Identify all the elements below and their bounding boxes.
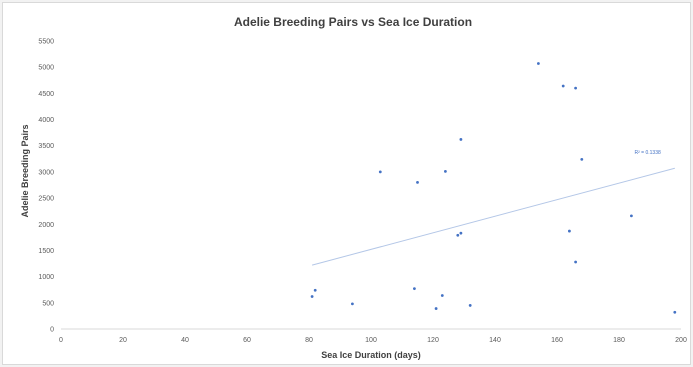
y-tick-label: 5000: [38, 65, 54, 72]
data-point: [434, 307, 438, 310]
y-axis-title: Adelie Breeding Pairs: [20, 124, 30, 217]
data-point: [568, 229, 571, 233]
data-point: [413, 287, 416, 291]
data-point: [537, 62, 540, 65]
data-point: [440, 294, 444, 297]
data-point: [673, 310, 677, 314]
data-points: [310, 62, 677, 314]
data-point: [378, 170, 382, 174]
chart-title: Adelie Breeding Pairs vs Sea Ice Duratio…: [234, 15, 472, 29]
x-tick-label: 80: [305, 337, 313, 344]
y-tick-label: 2500: [38, 196, 54, 203]
data-point: [561, 84, 565, 88]
scatter-chart: Adelie Breeding Pairs vs Sea Ice Duratio…: [20, 15, 687, 360]
y-tick-label: 0: [50, 327, 54, 334]
data-point: [574, 86, 577, 90]
data-point: [444, 169, 447, 173]
data-point: [456, 233, 460, 237]
y-tick-label: 1000: [38, 274, 54, 281]
data-point: [416, 180, 419, 184]
data-point: [580, 157, 584, 161]
y-tick-label: 2000: [38, 222, 54, 229]
trendline-group: R² = 0.1338: [311, 150, 675, 266]
x-tick-label: 140: [489, 337, 501, 344]
data-point: [574, 260, 577, 264]
x-tick-label: 20: [119, 337, 127, 344]
y-tick-label: 500: [42, 300, 54, 307]
x-axis-title: Sea Ice Duration (days): [321, 350, 421, 360]
x-tick-label: 160: [551, 337, 563, 344]
x-tick-label: 60: [243, 337, 251, 344]
data-point: [459, 138, 463, 141]
x-tick-label: 100: [365, 337, 377, 344]
y-tick-label: 1500: [38, 248, 54, 255]
x-tick-label: 40: [181, 337, 189, 344]
x-tick-label: 120: [427, 337, 439, 344]
y-tick-label: 5500: [38, 39, 54, 46]
x-tick-label: 180: [613, 337, 625, 344]
data-point: [313, 288, 317, 292]
trendline: [311, 167, 675, 266]
r-squared-label: R² = 0.1338: [635, 150, 661, 156]
data-point: [310, 295, 314, 298]
data-point: [459, 231, 463, 235]
x-tick-label: 0: [59, 337, 63, 344]
y-tick-label: 4000: [38, 117, 54, 124]
data-point: [630, 214, 633, 218]
y-tick-label: 3000: [38, 169, 54, 176]
y-tick-label: 3500: [38, 143, 54, 150]
y-tick-label: 4500: [38, 91, 54, 98]
x-tick-labels: 0 20 40 60 80 100 120 140 160 180 200: [59, 337, 687, 344]
x-tick-label: 200: [675, 337, 687, 344]
y-tick-labels: 0 500 1000 1500 2000 2500 3000 3500 4000 4500 5000…: [38, 39, 54, 334]
data-point: [351, 302, 354, 306]
data-point: [468, 304, 472, 307]
